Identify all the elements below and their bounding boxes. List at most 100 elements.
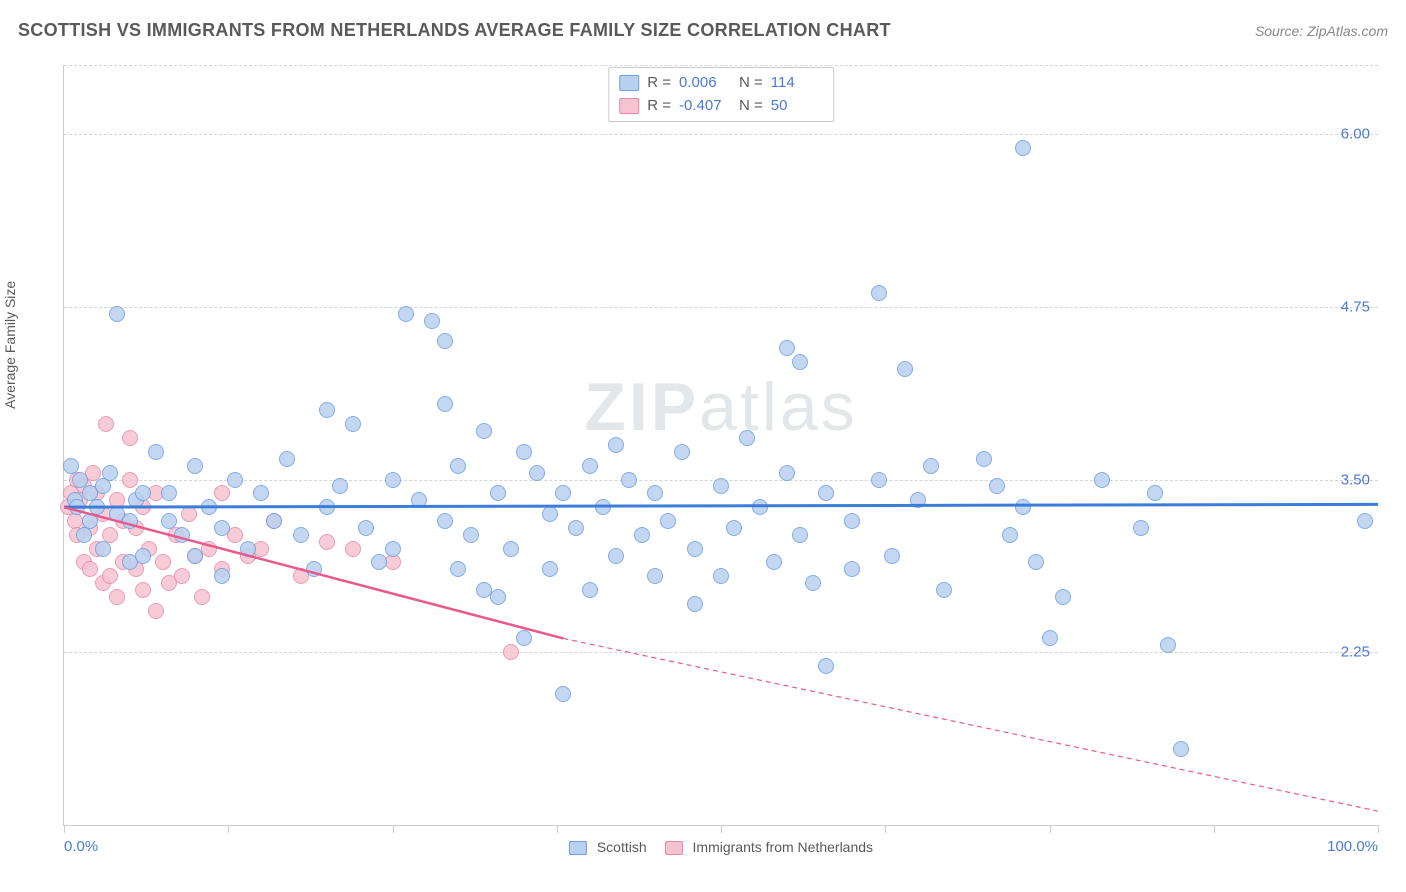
scottish-point [818,658,834,674]
scottish-point [660,513,676,529]
gridline [64,134,1378,135]
scottish-point [516,630,532,646]
scottish-point [923,458,939,474]
scottish-point [135,485,151,501]
scottish-point [450,561,466,577]
scottish-point [595,499,611,515]
scottish-point [674,444,690,460]
scatter-chart: Average Family Size ZIPatlas R = 0.006 N… [18,55,1388,874]
scottish-point [135,548,151,564]
scottish-point [792,354,808,370]
x-tick [64,825,65,833]
scottish-point [647,485,663,501]
scottish-point [713,478,729,494]
x-axis-start-label: 0.0% [64,838,98,855]
gridline [64,652,1378,653]
scottish-point [69,499,85,515]
netherlands-point [194,589,210,605]
scottish-point [72,472,88,488]
scottish-point [319,499,335,515]
scottish-point [989,478,1005,494]
scottish-point [818,485,834,501]
scottish-point [634,527,650,543]
scottish-point [437,333,453,349]
netherlands-point [155,554,171,570]
watermark: ZIPatlas [584,368,857,446]
x-tick [393,825,394,833]
scottish-point [752,499,768,515]
scottish-point [766,554,782,570]
swatch-scottish [569,841,587,855]
scottish-point [424,313,440,329]
scottish-point [1042,630,1058,646]
scottish-point [542,506,558,522]
scottish-point [450,458,466,474]
swatch-scottish [619,75,639,91]
scottish-point [161,485,177,501]
netherlands-point [98,416,114,432]
scottish-point [844,513,860,529]
x-tick [1378,825,1379,833]
scottish-point [253,485,269,501]
scottish-point [161,513,177,529]
netherlands-point [345,541,361,557]
scottish-point [871,285,887,301]
scottish-point [76,527,92,543]
scottish-point [529,465,545,481]
scottish-point [187,548,203,564]
chart-header: SCOTTISH VS IMMIGRANTS FROM NETHERLANDS … [18,20,1388,41]
legend-item-netherlands: Immigrants from Netherlands [665,839,873,855]
correlation-legend: R = 0.006 N = 114 R = -0.407 N = 50 [608,67,834,122]
netherlands-point [102,568,118,584]
scottish-point [779,340,795,356]
n-value-scottish: 114 [771,72,823,95]
x-tick [1214,825,1215,833]
scottish-point [713,568,729,584]
scottish-point [739,430,755,446]
y-axis-label: Average Family Size [2,280,18,408]
y-tick-label: 3.50 [1341,471,1370,488]
netherlands-point [181,506,197,522]
y-tick-label: 6.00 [1341,126,1370,143]
chart-title: SCOTTISH VS IMMIGRANTS FROM NETHERLANDS … [18,20,891,41]
r-value-netherlands: -0.407 [679,95,731,118]
scottish-point [792,527,808,543]
scottish-point [437,396,453,412]
scottish-point [844,561,860,577]
plot-area: ZIPatlas R = 0.006 N = 114 R = -0.407 N … [63,65,1378,826]
scottish-point [214,568,230,584]
y-tick-label: 2.25 [1341,644,1370,661]
legend-row-scottish: R = 0.006 N = 114 [619,72,823,95]
scottish-point [306,561,322,577]
netherlands-point [109,589,125,605]
netherlands-point [214,485,230,501]
gridline [64,307,1378,308]
scottish-point [345,416,361,432]
scottish-point [1055,589,1071,605]
scottish-point [227,472,243,488]
netherlands-point [122,472,138,488]
scottish-point [555,485,571,501]
netherlands-point [122,430,138,446]
scottish-point [1357,513,1373,529]
scottish-point [240,541,256,557]
n-value-netherlands: 50 [771,95,823,118]
scottish-point [687,596,703,612]
scottish-point [1094,472,1110,488]
scottish-point [1028,554,1044,570]
scottish-point [490,485,506,501]
scottish-point [936,582,952,598]
scottish-point [542,561,558,577]
x-tick [557,825,558,833]
scottish-point [187,458,203,474]
scottish-point [884,548,900,564]
scottish-point [148,444,164,460]
legend-item-scottish: Scottish [569,839,647,855]
scottish-point [109,306,125,322]
scottish-point [319,402,335,418]
netherlands-point [319,534,335,550]
series-legend: Scottish Immigrants from Netherlands [569,839,873,855]
scottish-point [582,582,598,598]
x-tick [228,825,229,833]
scottish-point [358,520,374,536]
